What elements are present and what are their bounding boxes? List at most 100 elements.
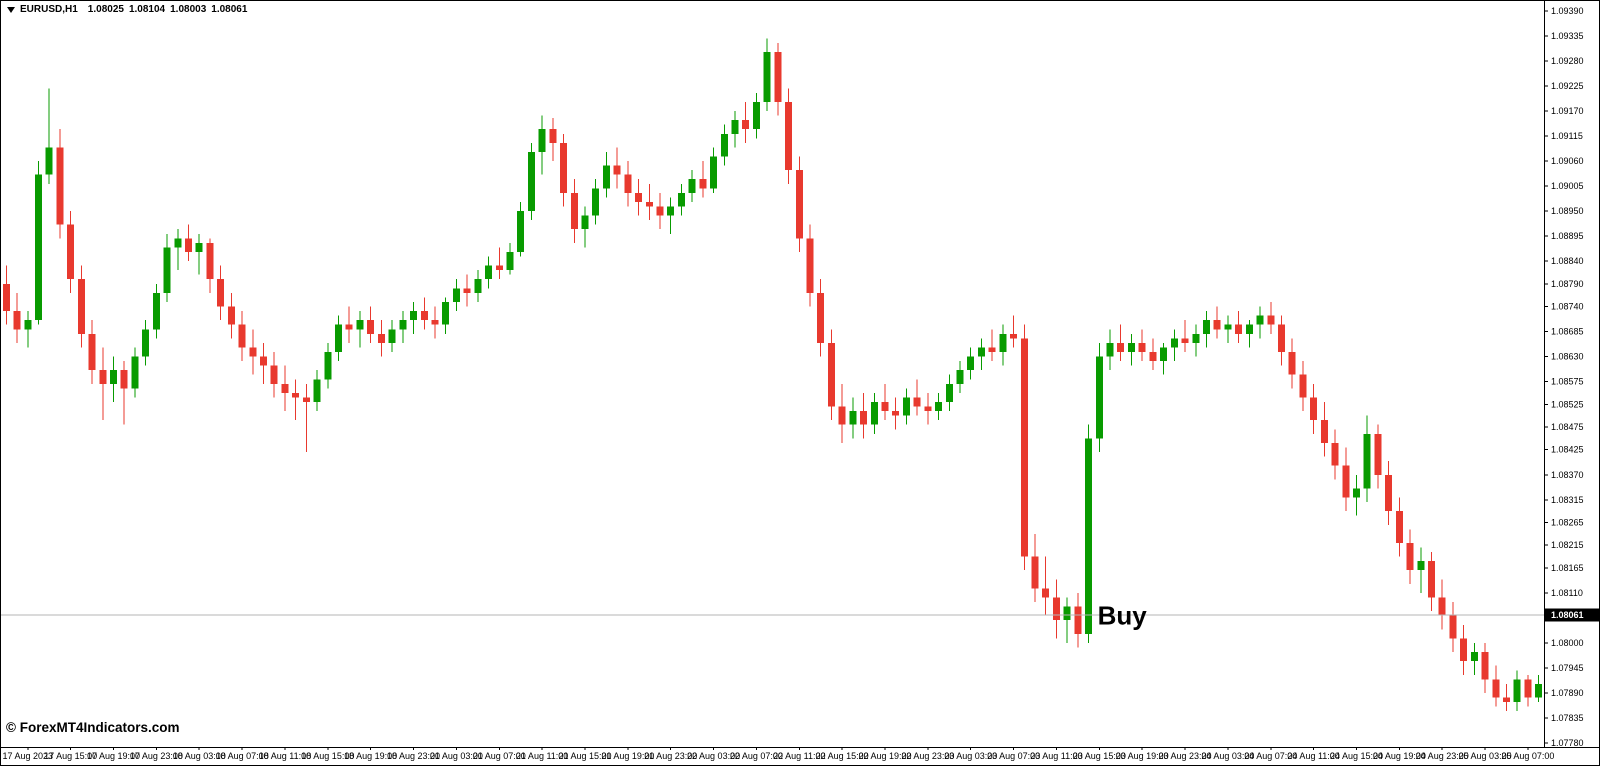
ohlc-open: 1.08025 bbox=[87, 4, 124, 15]
candle-body bbox=[1235, 324, 1243, 334]
candle-body bbox=[120, 370, 128, 389]
candle-body bbox=[1042, 588, 1050, 598]
candle-body bbox=[806, 238, 814, 293]
candle-body bbox=[324, 351, 332, 380]
candle-body bbox=[1181, 338, 1189, 343]
candle-body bbox=[645, 201, 653, 207]
time-axis-label: 17 Aug 23:00 bbox=[130, 751, 183, 761]
candle-body bbox=[442, 301, 450, 325]
price-axis-label: 1.08685 bbox=[1551, 327, 1584, 337]
candle-body bbox=[1170, 338, 1178, 348]
candle-body bbox=[1202, 320, 1210, 334]
price-axis-label: 1.08215 bbox=[1551, 540, 1584, 550]
candle-body bbox=[1288, 351, 1296, 375]
ohlc-low: 1.08003 bbox=[170, 4, 207, 15]
time-axis-label: 23 Aug 19:00 bbox=[1116, 751, 1169, 761]
candle-body bbox=[474, 279, 482, 293]
candle-body bbox=[1106, 342, 1114, 357]
candles-layer bbox=[2, 38, 1543, 712]
candle-body bbox=[570, 192, 578, 230]
candle-body bbox=[399, 320, 407, 330]
time-axis-label: 18 Aug 19:00 bbox=[344, 751, 397, 761]
price-axis-label: 1.09005 bbox=[1551, 181, 1584, 191]
candle-body bbox=[902, 397, 910, 416]
candle-body bbox=[699, 179, 707, 189]
time-axis-label: 22 Aug 15:00 bbox=[816, 751, 869, 761]
price-axis-label: 1.07890 bbox=[1551, 688, 1584, 698]
candle-body bbox=[763, 51, 771, 102]
ohlc-high: 1.08104 bbox=[128, 4, 166, 15]
price-marker-value: 1.08061 bbox=[1551, 610, 1584, 620]
candle-body bbox=[1535, 683, 1543, 698]
candle-body bbox=[1160, 347, 1168, 362]
time-axis-label: 18 Aug 07:00 bbox=[216, 751, 269, 761]
candle-body bbox=[452, 288, 460, 302]
candle-body bbox=[1052, 597, 1060, 621]
price-marker-bg bbox=[1545, 608, 1599, 622]
candle-body bbox=[945, 383, 953, 403]
price-axis-label: 1.08000 bbox=[1551, 638, 1584, 648]
candle-body bbox=[1117, 342, 1125, 352]
candle-body bbox=[1020, 338, 1028, 557]
candle-body bbox=[581, 215, 589, 230]
candle-body bbox=[635, 192, 643, 202]
candle-body bbox=[77, 279, 85, 334]
candle-body bbox=[185, 238, 193, 252]
candle-body bbox=[1138, 342, 1146, 352]
chart-header-ohlc: EURUSD,H1 1.08025 1.08104 1.08003 1.0806… bbox=[7, 4, 252, 15]
time-axis-label: 22 Aug 23:00 bbox=[901, 751, 954, 761]
price-axis-label: 1.07835 bbox=[1551, 713, 1584, 723]
candle-body bbox=[774, 51, 782, 102]
candle-body bbox=[88, 333, 96, 371]
candle-body bbox=[1342, 465, 1350, 498]
candle-body bbox=[817, 292, 825, 343]
price-axis-label: 1.09225 bbox=[1551, 81, 1584, 91]
candle-body bbox=[1127, 342, 1135, 352]
candle-body bbox=[356, 320, 364, 330]
price-axis[interactable]: 1.09390 1.09335 1.09280 1.09225 1.09170 1.091… bbox=[1544, 6, 1584, 748]
price-axis-label: 1.07780 bbox=[1551, 738, 1584, 748]
candle-body bbox=[1095, 356, 1103, 439]
candle-body bbox=[67, 224, 75, 280]
candle-body bbox=[527, 151, 535, 212]
candle-body bbox=[602, 165, 610, 189]
candle-body bbox=[1277, 324, 1285, 352]
time-axis-label: 22 Aug 11:00 bbox=[773, 751, 825, 761]
candle-body bbox=[1524, 679, 1532, 698]
price-axis-label: 1.09170 bbox=[1551, 106, 1584, 116]
candle-body bbox=[827, 342, 835, 407]
candle-body bbox=[195, 242, 203, 252]
candle-body bbox=[163, 247, 171, 293]
price-axis-label: 1.08525 bbox=[1551, 399, 1584, 409]
time-axis-label: 23 Aug 11:00 bbox=[1030, 751, 1082, 761]
candle-body bbox=[2, 283, 10, 312]
candle-body bbox=[420, 311, 428, 321]
candle-body bbox=[1031, 556, 1039, 589]
time-axis-label: 23 Aug 03:00 bbox=[944, 751, 997, 761]
candle-body bbox=[667, 206, 675, 216]
candle-body bbox=[463, 288, 471, 293]
candle-body bbox=[1481, 652, 1489, 680]
candle-body bbox=[999, 333, 1007, 352]
price-axis-label: 1.08740 bbox=[1551, 302, 1584, 312]
candle-body bbox=[1513, 679, 1521, 703]
candle-body bbox=[892, 411, 900, 416]
candle-body bbox=[1502, 697, 1510, 703]
candle-body bbox=[688, 179, 696, 193]
candle-body bbox=[720, 133, 728, 157]
candle-body bbox=[206, 242, 214, 280]
time-axis-label: 21 Aug 03:00 bbox=[430, 751, 483, 761]
candle-body bbox=[1331, 442, 1339, 466]
buy-annotation: Buy bbox=[1098, 601, 1148, 631]
candle-body bbox=[1417, 561, 1425, 571]
candle-body bbox=[549, 129, 557, 143]
candle-body bbox=[335, 324, 343, 352]
candle-body bbox=[345, 324, 353, 330]
candle-body bbox=[131, 356, 139, 389]
candle-body bbox=[1438, 597, 1446, 616]
candle-body bbox=[1449, 615, 1457, 639]
time-axis-label: 17 Aug 2023 bbox=[3, 751, 54, 761]
